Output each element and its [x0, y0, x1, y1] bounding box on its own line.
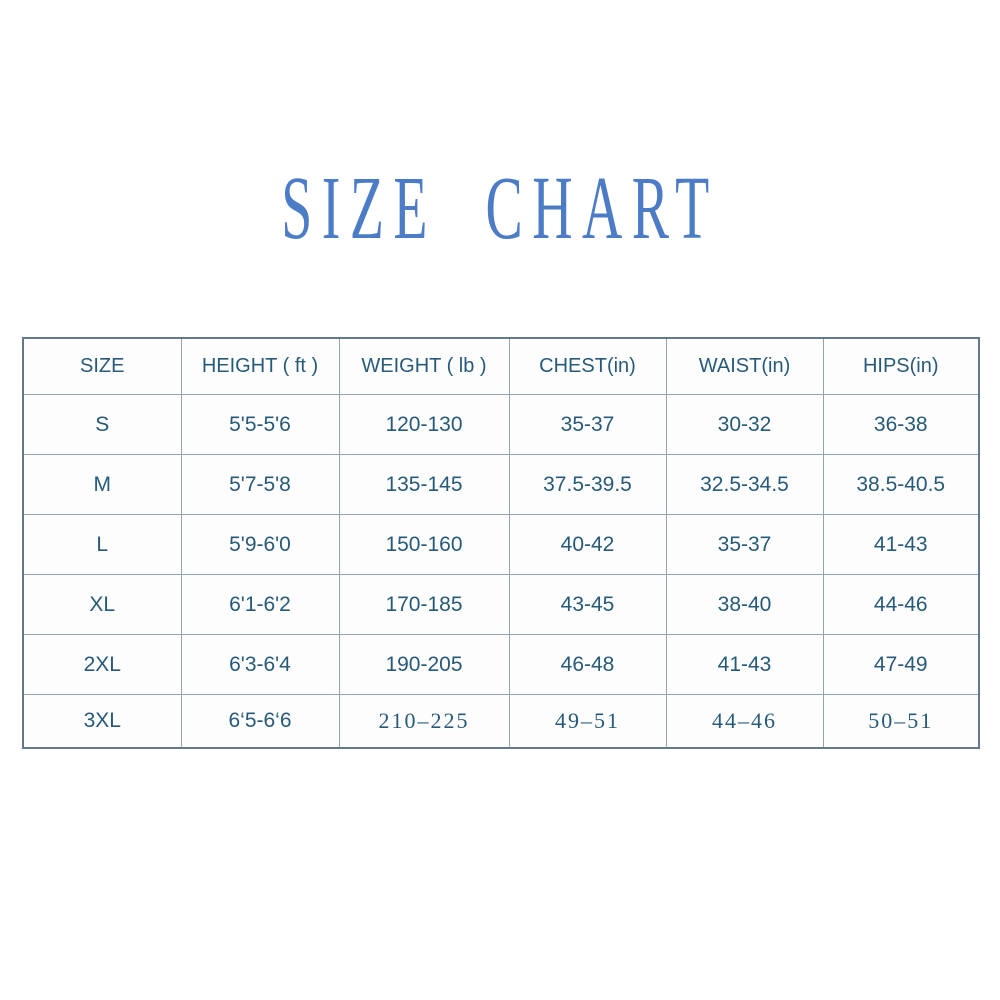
column-header-waist-in: WAIST(in) [665, 337, 824, 395]
column-header-weight-lb: WEIGHT ( lb ) [338, 337, 510, 395]
size-label: XL [22, 574, 182, 635]
value-cell: 170-185 [338, 574, 510, 635]
table-body: S 5'5-5'6 120-130 35-37 30-32 36-38 M 5'7-5'8 13… [22, 394, 980, 749]
value-cell: 35-37 [508, 394, 667, 455]
value-cell: 44-46 [822, 574, 980, 635]
table-row-3xl: 3XL 6‘5-6‘6 210–225 49–51 44–46 50–51 [22, 694, 980, 749]
value-cell: 43-45 [508, 574, 667, 635]
value-cell: 5'7-5'8 [180, 454, 340, 515]
size-label: S [22, 394, 182, 455]
size-label: 2XL [22, 634, 182, 695]
page-title: SIZE CHART [281, 159, 719, 258]
size-label: M [22, 454, 182, 515]
table-header: SIZE HEIGHT ( ft ) WEIGHT ( lb ) CHEST(in) W… [22, 337, 980, 395]
value-cell: 44–46 [665, 694, 824, 749]
table-row-2xl: 2XL 6'3-6'4 190-205 46-48 41-43 47-49 [22, 634, 980, 695]
value-cell: 41-43 [822, 514, 980, 575]
column-header-size: SIZE [22, 337, 182, 395]
value-cell: 40-42 [508, 514, 667, 575]
column-header-chest-in: CHEST(in) [508, 337, 667, 395]
header-row: SIZE HEIGHT ( ft ) WEIGHT ( lb ) CHEST(in) W… [22, 337, 980, 395]
value-cell: 50–51 [822, 694, 980, 749]
value-cell: 37.5-39.5 [508, 454, 667, 515]
table-row-xl: XL 6'1-6'2 170-185 43-45 38-40 44-46 [22, 574, 980, 635]
value-cell: 36-38 [822, 394, 980, 455]
value-cell: 120-130 [338, 394, 510, 455]
column-header-height-ft: HEIGHT ( ft ) [180, 337, 340, 395]
value-cell: 41-43 [665, 634, 824, 695]
table-row-m: M 5'7-5'8 135-145 37.5-39.5 32.5-34.5 38.5-40… [22, 454, 980, 515]
value-cell: 38-40 [665, 574, 824, 635]
value-cell: 5'9-6'0 [180, 514, 340, 575]
value-cell: 32.5-34.5 [665, 454, 824, 515]
value-cell: 46-48 [508, 634, 667, 695]
value-cell: 210–225 [338, 694, 510, 749]
column-header-hips-in: HIPS(in) [822, 337, 980, 395]
value-cell: 5'5-5'6 [180, 394, 340, 455]
value-cell: 47-49 [822, 634, 980, 695]
table-row-l: L 5'9-6'0 150-160 40-42 35-37 41-43 [22, 514, 980, 575]
size-label: 3XL [22, 694, 182, 749]
value-cell: 49–51 [508, 694, 667, 749]
value-cell: 6'3-6'4 [180, 634, 340, 695]
value-cell: 38.5-40.5 [822, 454, 980, 515]
size-chart-table: SIZE HEIGHT ( ft ) WEIGHT ( lb ) CHEST(in) W… [22, 337, 980, 749]
value-cell: 35-37 [665, 514, 824, 575]
value-cell: 190-205 [338, 634, 510, 695]
value-cell: 6‘5-6‘6 [180, 694, 340, 749]
table-row-s: S 5'5-5'6 120-130 35-37 30-32 36-38 [22, 394, 980, 455]
size-label: L [22, 514, 182, 575]
value-cell: 135-145 [338, 454, 510, 515]
value-cell: 6'1-6'2 [180, 574, 340, 635]
value-cell: 150-160 [338, 514, 510, 575]
value-cell: 30-32 [665, 394, 824, 455]
